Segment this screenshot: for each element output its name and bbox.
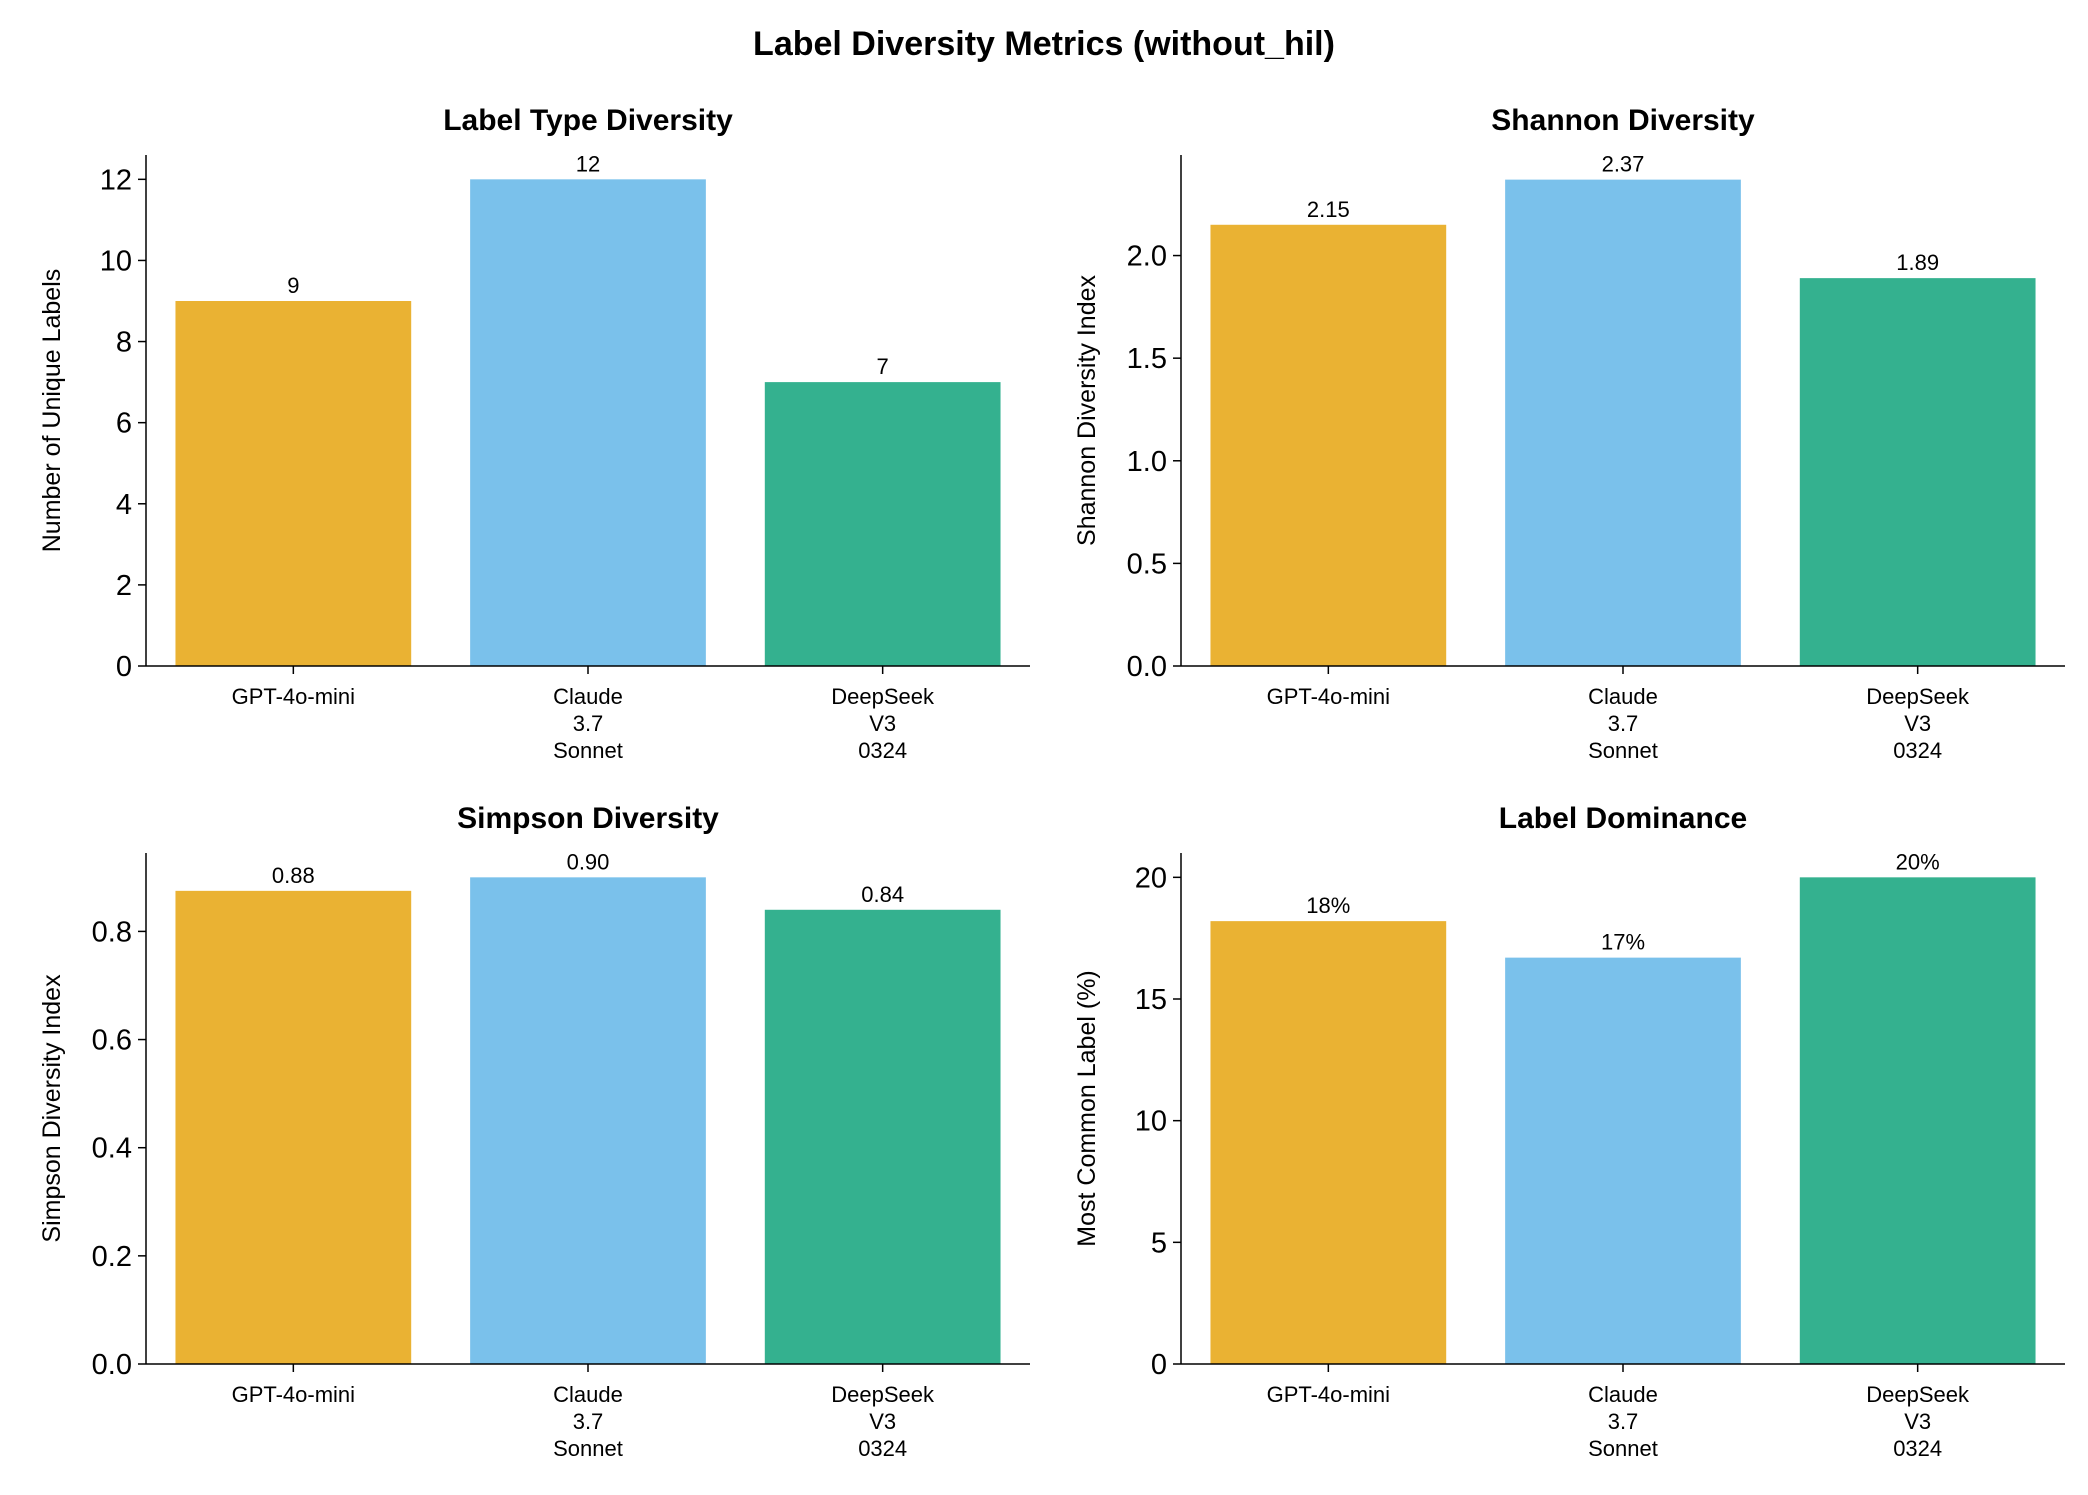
y-tick-label: 2 bbox=[116, 570, 132, 602]
bar-gpt-4o-mini bbox=[1210, 921, 1447, 1364]
x-tick-label: Sonnet bbox=[553, 738, 623, 763]
y-axis-label: Number of Unique Labels bbox=[38, 269, 66, 553]
x-tick-label: V3 bbox=[869, 1409, 896, 1434]
bar-value-label: 12 bbox=[576, 151, 600, 176]
x-tick-label: Claude bbox=[553, 1382, 623, 1407]
bar-value-label: 2.37 bbox=[1602, 152, 1645, 177]
x-tick-label: Sonnet bbox=[1588, 738, 1658, 763]
bar-gpt-4o-mini bbox=[175, 890, 412, 1364]
panel-simpson-diversity: Simpson Diversity Simpson Diversity Index… bbox=[38, 802, 1030, 1461]
y-tick-label: 0.0 bbox=[1127, 651, 1167, 683]
panel-title: Label Type Diversity bbox=[443, 104, 733, 137]
x-tick-label: 3.7 bbox=[1608, 1409, 1639, 1434]
y-tick-label: 0 bbox=[116, 651, 132, 683]
bar-value-label: 9 bbox=[287, 273, 299, 298]
y-axis-label: Most Common Label (%) bbox=[1073, 970, 1101, 1246]
x-tick-label: 0324 bbox=[858, 738, 907, 763]
y-tick-label: 10 bbox=[100, 245, 132, 277]
y-tick-label: 0.5 bbox=[1127, 548, 1167, 580]
y-tick-label: 1.0 bbox=[1127, 446, 1167, 478]
y-tick-label: 5 bbox=[1151, 1227, 1167, 1259]
y-tick-label: 0.8 bbox=[92, 916, 132, 948]
bar-value-label: 18% bbox=[1306, 893, 1350, 918]
x-tick-label: DeepSeek bbox=[1866, 1382, 1970, 1407]
y-tick-label: 10 bbox=[1135, 1106, 1167, 1138]
x-tick-label: 3.7 bbox=[573, 1409, 604, 1434]
x-tick-label: DeepSeek bbox=[831, 684, 935, 709]
x-tick-label: DeepSeek bbox=[831, 1382, 935, 1407]
y-tick-label: 0.4 bbox=[92, 1133, 132, 1165]
bar-value-label: 7 bbox=[877, 354, 889, 379]
bar-claude-3-7-sonnet bbox=[470, 877, 706, 1364]
y-tick-label: 2.0 bbox=[1127, 241, 1167, 273]
x-tick-label: GPT-4o-mini bbox=[232, 684, 355, 709]
panels: Label Type Diversity Number of Unique Lab… bbox=[38, 104, 2065, 1461]
bar-claude-3-7-sonnet bbox=[470, 179, 706, 667]
x-tick-label: 0324 bbox=[858, 1436, 907, 1461]
y-tick-label: 8 bbox=[116, 327, 132, 359]
x-tick-label: Claude bbox=[553, 684, 623, 709]
x-tick-label: Sonnet bbox=[553, 1436, 623, 1461]
y-tick-label: 1.5 bbox=[1127, 343, 1167, 375]
bar-gpt-4o-mini bbox=[175, 301, 412, 666]
panel-shannon-diversity: Shannon Diversity Shannon Diversity Index… bbox=[1073, 104, 2065, 763]
y-tick-label: 4 bbox=[116, 489, 132, 521]
y-axis-label: Simpson Diversity Index bbox=[38, 974, 66, 1243]
x-tick-label: Claude bbox=[1588, 1382, 1658, 1407]
bar-value-label: 0.84 bbox=[861, 882, 904, 907]
x-tick-label: 0324 bbox=[1893, 1436, 1942, 1461]
x-tick-label: V3 bbox=[869, 711, 896, 736]
x-tick-label: 3.7 bbox=[1608, 711, 1639, 736]
x-tick-label: V3 bbox=[1904, 711, 1931, 736]
y-tick-label: 15 bbox=[1135, 984, 1167, 1016]
y-axis-label: Shannon Diversity Index bbox=[1073, 275, 1101, 546]
panel-title: Simpson Diversity bbox=[457, 802, 719, 835]
bar-deepseek-v3-0324 bbox=[764, 382, 1001, 666]
bar-deepseek-v3-0324 bbox=[1799, 877, 2036, 1364]
bar-claude-3-7-sonnet bbox=[1505, 179, 1741, 666]
x-tick-label: DeepSeek bbox=[1866, 684, 1970, 709]
x-tick-label: Sonnet bbox=[1588, 1436, 1658, 1461]
y-tick-label: 0 bbox=[1151, 1349, 1167, 1381]
bar-deepseek-v3-0324 bbox=[764, 909, 1001, 1364]
bar-value-label: 2.15 bbox=[1307, 197, 1350, 222]
y-tick-label: 12 bbox=[100, 164, 132, 196]
bar-value-label: 0.88 bbox=[272, 863, 315, 888]
x-tick-label: Claude bbox=[1588, 684, 1658, 709]
panel-label-dominance: Label Dominance Most Common Label (%) 18% G… bbox=[1073, 802, 2065, 1461]
y-tick-label: 6 bbox=[116, 408, 132, 440]
bar-value-label: 0.90 bbox=[567, 849, 610, 874]
x-tick-label: GPT-4o-mini bbox=[232, 1382, 355, 1407]
bar-deepseek-v3-0324 bbox=[1799, 278, 2036, 666]
y-tick-label: 0.6 bbox=[92, 1025, 132, 1057]
bar-value-label: 17% bbox=[1601, 930, 1645, 955]
bar-claude-3-7-sonnet bbox=[1505, 957, 1741, 1364]
bar-value-label: 1.89 bbox=[1896, 250, 1939, 275]
panel-label-type-diversity: Label Type Diversity Number of Unique Lab… bbox=[38, 104, 1030, 763]
figure-title: Label Diversity Metrics (without_hil) bbox=[753, 25, 1335, 63]
y-tick-label: 0.2 bbox=[92, 1241, 132, 1273]
x-tick-label: GPT-4o-mini bbox=[1267, 1382, 1390, 1407]
bar-gpt-4o-mini bbox=[1210, 224, 1447, 667]
x-tick-label: GPT-4o-mini bbox=[1267, 684, 1390, 709]
bar-value-label: 20% bbox=[1896, 849, 1940, 874]
y-tick-label: 0.0 bbox=[92, 1349, 132, 1381]
panel-title: Label Dominance bbox=[1499, 802, 1747, 835]
panel-title: Shannon Diversity bbox=[1491, 104, 1755, 137]
y-tick-label: 20 bbox=[1135, 862, 1167, 894]
x-tick-label: 3.7 bbox=[573, 711, 604, 736]
x-tick-label: V3 bbox=[1904, 1409, 1931, 1434]
x-tick-label: 0324 bbox=[1893, 738, 1942, 763]
